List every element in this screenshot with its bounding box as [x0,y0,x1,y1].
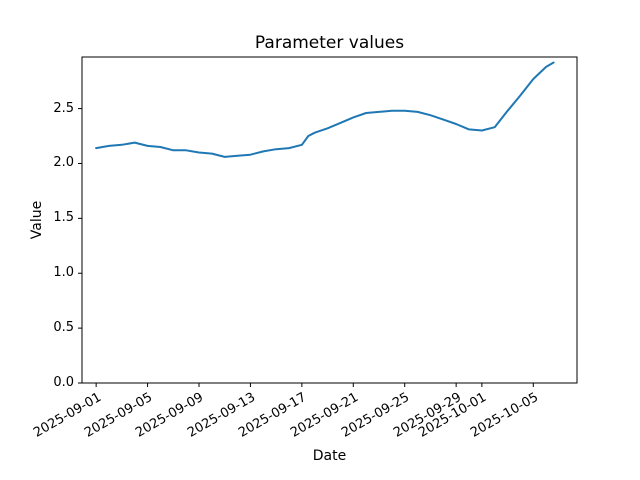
y-tick-label: 2.0 [53,155,74,171]
y-tick-label: 2.5 [53,100,74,116]
series-line [95,61,555,158]
y-tick-label: 0.5 [53,320,74,336]
x-axis-label: Date [312,448,347,464]
axes-spines [81,56,578,384]
y-tick-label: 1.5 [53,210,74,226]
chart-title: Parameter values [254,33,405,53]
y-tick-label: 0.0 [53,375,74,390]
y-tick-label: 1.0 [53,265,74,281]
